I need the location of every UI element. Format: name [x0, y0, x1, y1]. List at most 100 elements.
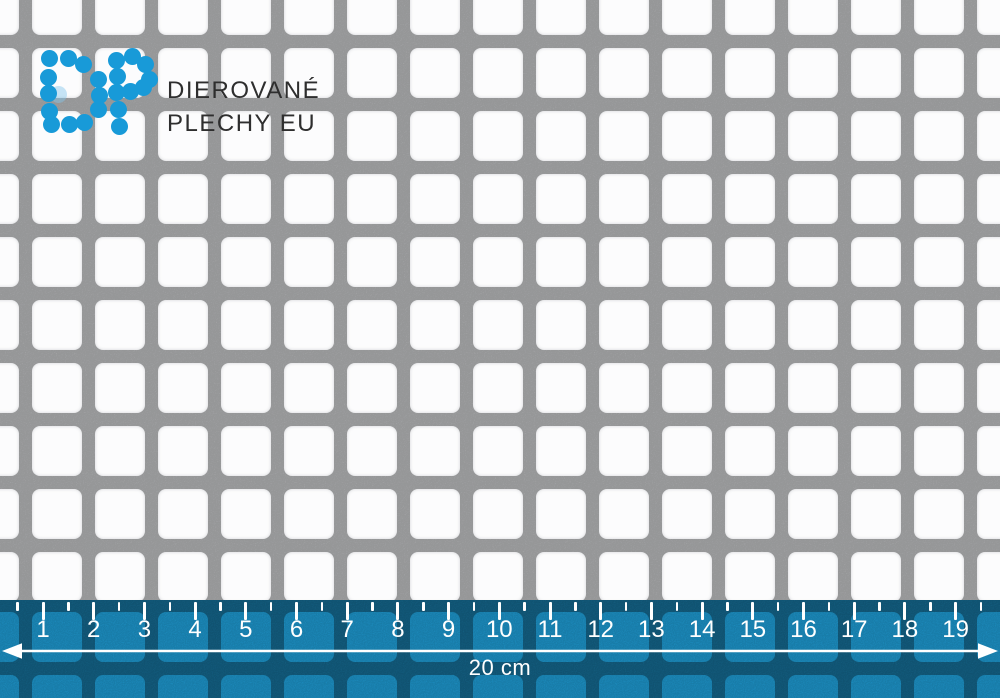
- hole: [284, 111, 334, 161]
- major-tick: [41, 602, 45, 620]
- hole: [977, 111, 1000, 161]
- logo-dot: [61, 116, 79, 134]
- hole: [599, 489, 649, 539]
- major-tick: [852, 602, 856, 620]
- hole: [914, 426, 964, 476]
- hole: [158, 363, 208, 413]
- minor-tick: [219, 602, 222, 611]
- hole: [536, 552, 586, 602]
- tick-label: 5: [239, 616, 253, 643]
- hole: [158, 426, 208, 476]
- hole: [347, 300, 397, 350]
- minor-tick: [117, 602, 121, 611]
- logo-dot: [135, 79, 152, 96]
- hole: [914, 363, 964, 413]
- tick-label: 4: [188, 616, 202, 643]
- hole: [662, 300, 712, 350]
- hole: [977, 237, 1000, 287]
- hole: [851, 363, 901, 413]
- hole: [788, 48, 838, 98]
- hole: [410, 111, 460, 161]
- major-tick: [345, 602, 349, 620]
- minor-tick: [827, 602, 831, 611]
- hole: [473, 48, 523, 98]
- hole: [599, 174, 649, 224]
- hole: [410, 237, 460, 287]
- tick-label: 18: [891, 616, 919, 643]
- hole: [158, 174, 208, 224]
- hole: [473, 426, 523, 476]
- hole: [788, 489, 838, 539]
- hole: [0, 300, 19, 350]
- hole: [788, 0, 838, 35]
- hole: [473, 174, 523, 224]
- hole: [851, 426, 901, 476]
- minor-tick: [16, 602, 19, 611]
- hole: [284, 48, 334, 98]
- hole: [536, 300, 586, 350]
- hole: [221, 489, 271, 539]
- hole: [788, 111, 838, 161]
- hole: [0, 237, 19, 287]
- hole: [221, 174, 271, 224]
- minor-tick: [371, 602, 374, 611]
- hole: [347, 111, 397, 161]
- hole: [788, 174, 838, 224]
- hole: [95, 300, 145, 350]
- hole: [725, 174, 775, 224]
- hole: [599, 300, 649, 350]
- logo-dot: [123, 48, 141, 65]
- hole: [32, 0, 82, 35]
- logo-dot: [39, 68, 57, 86]
- tick-label: 7: [340, 616, 354, 643]
- hole: [158, 552, 208, 602]
- major-tick: [954, 602, 958, 620]
- hole: [410, 48, 460, 98]
- ruler-overlay: 1 2 3 4 5 6 7 8 9 10 11 12 13 14 15 16 17 18 19 20 cm: [0, 600, 1000, 698]
- logo-dot: [90, 70, 108, 88]
- hole: [284, 426, 334, 476]
- hole: [95, 0, 145, 35]
- hole: [914, 300, 964, 350]
- logo-dot: [41, 102, 59, 120]
- hole: [536, 111, 586, 161]
- hole: [158, 300, 208, 350]
- hole: [725, 237, 775, 287]
- logo-dot: [137, 55, 154, 73]
- hole: [914, 489, 964, 539]
- hole: [725, 48, 775, 98]
- minor-tick: [929, 602, 932, 611]
- tick-label: 2: [87, 616, 101, 643]
- minor-tick: [67, 602, 70, 611]
- hole: [473, 363, 523, 413]
- hole: [599, 237, 649, 287]
- hole: [158, 237, 208, 287]
- logo-dot: [108, 84, 126, 102]
- minor-tick: [624, 602, 628, 611]
- hole: [977, 489, 1000, 539]
- major-tick: [244, 602, 248, 620]
- hole: [977, 552, 1000, 602]
- hole: [158, 48, 208, 98]
- hole: [347, 363, 397, 413]
- hole: [32, 174, 82, 224]
- hole: [221, 552, 271, 602]
- minor-tick: [168, 602, 171, 611]
- minor-tick: [979, 602, 983, 611]
- hole: [725, 489, 775, 539]
- hole: [536, 237, 586, 287]
- hole: [536, 363, 586, 413]
- minor-tick: [320, 602, 324, 611]
- hole: [95, 426, 145, 476]
- tick-label: 17: [840, 616, 868, 643]
- major-tick: [903, 602, 907, 620]
- hole: [347, 174, 397, 224]
- major-tick: [396, 602, 400, 620]
- hole: [536, 0, 586, 35]
- hole: [662, 48, 712, 98]
- hole: [977, 426, 1000, 476]
- hole: [599, 552, 649, 602]
- hole: [0, 489, 19, 539]
- hole: [788, 363, 838, 413]
- major-tick: [548, 602, 552, 620]
